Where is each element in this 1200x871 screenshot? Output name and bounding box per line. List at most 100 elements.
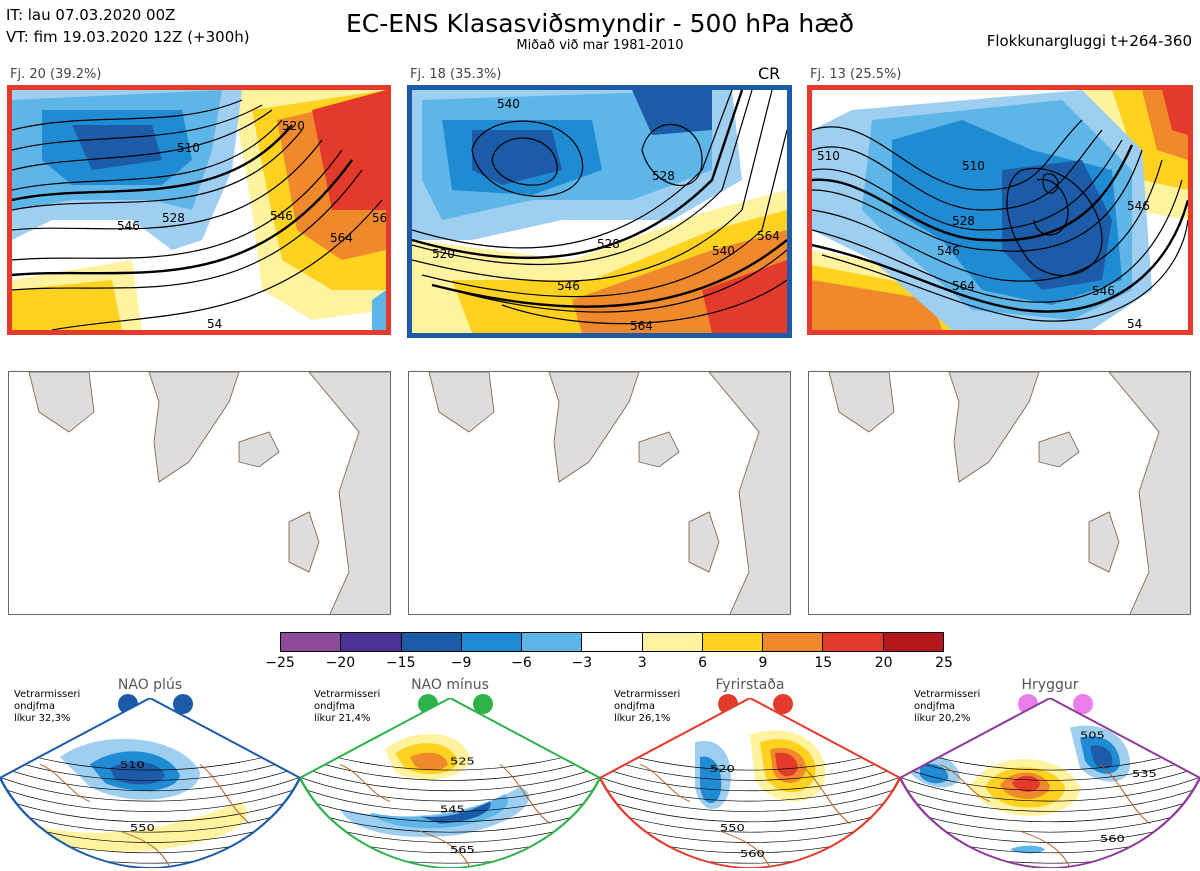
regime-contour-label: 535	[1132, 768, 1157, 780]
regime-note-line: líkur 21,4%	[314, 713, 371, 724]
cluster-2-label: Fj. 18 (35.3%)	[410, 67, 502, 82]
contour-label: 528	[597, 237, 620, 251]
regime-title: NAO mínus	[411, 677, 489, 693]
contour-label: 56	[372, 211, 386, 225]
regime-note: Vetrarmisseri ondjfma líkur 26,1%	[614, 689, 680, 725]
regime-contour-label: 550	[130, 822, 155, 834]
colorbar-swatch	[461, 633, 523, 651]
colorbar-tick: 6	[698, 655, 707, 671]
cluster-1-label: Fj. 20 (39.2%)	[10, 67, 102, 82]
regime-note-line: ondjfma	[614, 701, 655, 712]
page-subtitle: Miðað við mar 1981-2010	[516, 38, 684, 53]
cluster-3-label: Fj. 13 (25.5%)	[810, 67, 902, 82]
colorbar-tick: 3	[637, 655, 647, 671]
contour-label: 546	[557, 279, 580, 293]
regime-map: 510 550	[0, 698, 300, 868]
regime-note-line: líkur 20,2%	[914, 713, 971, 724]
contour-label: 520	[432, 247, 455, 261]
regime-title: Hryggur	[1021, 677, 1079, 693]
colorbar-swatch	[763, 633, 824, 651]
header-times: IT: lau 07.03.2020 00Z VT: fim 19.03.202…	[6, 4, 250, 48]
colorbar-tick: −3	[571, 655, 593, 671]
colorbar-tick: 9	[758, 655, 768, 671]
colorbar-tick: 20	[874, 655, 893, 671]
cluster-1-map: 510 520 528 546 546 564 56 54	[7, 85, 391, 335]
contour-label: 510	[962, 159, 985, 173]
contour-label: 528	[652, 169, 675, 183]
base-map-1	[8, 371, 391, 615]
regime-contour-label: 560	[1100, 833, 1125, 845]
contour-label: 54	[1127, 317, 1142, 330]
regime-title: NAO plús	[117, 677, 183, 693]
colorbar-swatch	[522, 633, 583, 651]
colorbar-tick: −20	[325, 655, 356, 671]
contour-label: 528	[952, 214, 975, 228]
contour-label: 564	[952, 279, 975, 293]
regime-note-line: líkur 26,1%	[614, 713, 671, 724]
regime-note-line: ondjfma	[314, 701, 355, 712]
regime-contour-label: 520	[710, 763, 735, 775]
contour-label: 540	[712, 244, 735, 258]
colorbar-tick: −6	[511, 655, 532, 671]
colorbar-tick: −15	[385, 655, 416, 671]
regime-note-line: Vetrarmisseri	[314, 689, 381, 700]
valid-time: VT: fim 19.03.2020 12Z (+300h)	[6, 28, 250, 46]
base-map-3	[808, 371, 1191, 615]
contour-label: 540	[497, 97, 520, 111]
cluster-2-tag: CR	[758, 64, 781, 83]
colorbar-tick: 15	[814, 655, 833, 671]
regime-contour-label: 550	[720, 822, 745, 834]
regime-note: Vetrarmisseri ondjfma líkur 20,2%	[914, 689, 980, 725]
page-title: EC-ENS Klasasviðsmyndir - 500 hPa hæð	[345, 9, 855, 38]
regime-note-line: ondjfma	[14, 701, 55, 712]
contour-label: 528	[162, 211, 185, 225]
regime-dot	[473, 694, 493, 714]
regime-map: 525 545 565	[300, 698, 600, 868]
colorbar-swatch	[281, 633, 342, 651]
colorbar-tick: −9	[450, 655, 472, 671]
contour-label: 546	[937, 244, 960, 258]
colorbar-swatch	[823, 633, 884, 651]
regime-note: Vetrarmisseri ondjfma líkur 32,3%	[14, 689, 80, 725]
colorbar	[280, 632, 944, 652]
regime-dot	[773, 694, 793, 714]
regime-note-line: Vetrarmisseri	[914, 689, 981, 700]
colorbar-swatch	[401, 633, 462, 651]
regime-contour-label: 560	[740, 848, 765, 860]
colorbar-tick: 25	[935, 655, 953, 671]
regime-dot	[1073, 694, 1093, 714]
init-time: IT: lau 07.03.2020 00Z	[6, 6, 176, 24]
contour-label: 564	[330, 231, 353, 245]
contour-label: 510	[177, 141, 200, 155]
base-map-2	[408, 371, 791, 615]
regime-contour-label: 565	[450, 844, 475, 856]
contour-label: 510	[817, 149, 840, 163]
contour-label: 54	[207, 317, 222, 330]
regime-note-line: Vetrarmisseri	[614, 689, 681, 700]
contour-label: 546	[270, 209, 293, 223]
colorbar-swatch	[582, 633, 643, 651]
regime-note-line: líkur 32,3%	[14, 713, 71, 724]
contour-label: 546	[117, 219, 140, 233]
colorbar-swatch	[702, 633, 764, 651]
regime-contour-label: 505	[1080, 729, 1105, 741]
contour-label: 564	[630, 319, 653, 333]
regime-note: Vetrarmisseri ondjfma líkur 21,4%	[314, 689, 380, 725]
contour-label: 546	[1127, 199, 1150, 213]
contour-label: 564	[757, 229, 780, 243]
regime-note-line: ondjfma	[914, 701, 955, 712]
regime-map: 520 550 560	[600, 698, 900, 868]
cluster-window: Flokkunargluggi t+264-360	[986, 32, 1192, 50]
regime-contour-label: 525	[450, 755, 475, 767]
contour-label: 520	[282, 119, 305, 133]
colorbar-swatch	[341, 633, 402, 651]
regime-contour-label: 545	[440, 803, 465, 815]
regime-contour-label: 510	[120, 759, 145, 771]
regime-map: 505 535 560	[900, 698, 1200, 868]
colorbar-swatch	[883, 633, 943, 651]
cluster-2-map: 540 528 520 528 546 540 564 564	[407, 85, 792, 338]
regime-note-line: Vetrarmisseri	[14, 689, 81, 700]
colorbar-tick: −25	[265, 655, 295, 671]
regime-title: Fyrirstaða	[715, 677, 785, 693]
contour-label: 546	[1092, 284, 1115, 298]
